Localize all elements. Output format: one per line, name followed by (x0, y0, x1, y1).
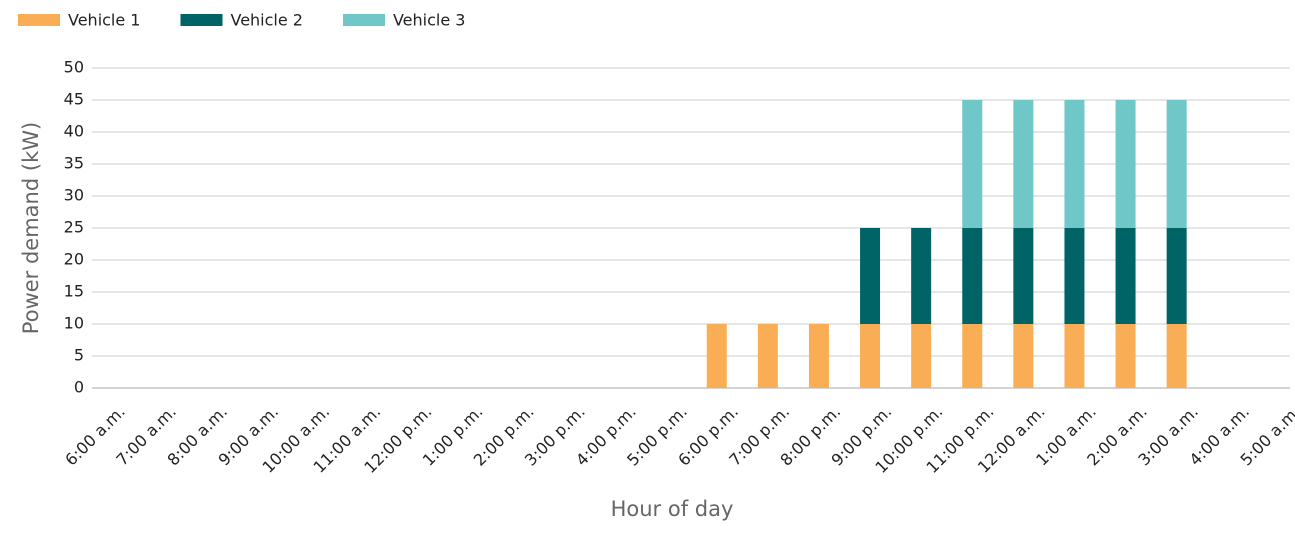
bar-segment (1166, 100, 1187, 228)
bar-segment (911, 228, 932, 324)
bar-segment (1064, 324, 1085, 388)
bar-segment (1013, 324, 1034, 388)
legend-swatch (180, 14, 223, 26)
bar-segment (1166, 228, 1187, 324)
bar-segment (962, 100, 983, 228)
y-tick-label: 45 (64, 90, 84, 109)
y-tick-label: 0 (74, 378, 84, 397)
bar-segment (1013, 228, 1034, 324)
legend-label: Vehicle 3 (393, 11, 465, 30)
bar-segment (1115, 324, 1136, 388)
y-tick-label: 40 (64, 122, 84, 141)
y-tick-label: 15 (64, 282, 84, 301)
bar-segment (808, 324, 829, 388)
bar-segment (1064, 100, 1085, 228)
y-tick-label: 50 (64, 58, 84, 77)
legend-swatch (18, 14, 60, 26)
legend-label: Vehicle 1 (68, 11, 140, 30)
bar-segment (757, 324, 778, 388)
y-tick-label: 30 (64, 186, 84, 205)
y-axis-title: Power demand (kW) (19, 122, 43, 334)
bar-segment (1115, 100, 1136, 228)
y-tick-label: 10 (64, 314, 84, 333)
bar-segment (1115, 228, 1136, 324)
y-tick-label: 5 (74, 346, 84, 365)
bar-segment (706, 324, 727, 388)
y-tick-label: 35 (64, 154, 84, 173)
bar-segment (1166, 324, 1187, 388)
bar-segment (911, 324, 932, 388)
bar-segment (860, 324, 881, 388)
bar-segment (962, 324, 983, 388)
bar-segment (1064, 228, 1085, 324)
bar-segment (1013, 100, 1034, 228)
bar-segment (962, 228, 983, 324)
bar-segment (860, 228, 881, 324)
legend-label: Vehicle 2 (230, 11, 302, 30)
y-tick-label: 25 (64, 218, 84, 237)
y-tick-label: 20 (64, 250, 84, 269)
legend-swatch (342, 14, 385, 26)
x-axis-title: Hour of day (611, 497, 734, 521)
